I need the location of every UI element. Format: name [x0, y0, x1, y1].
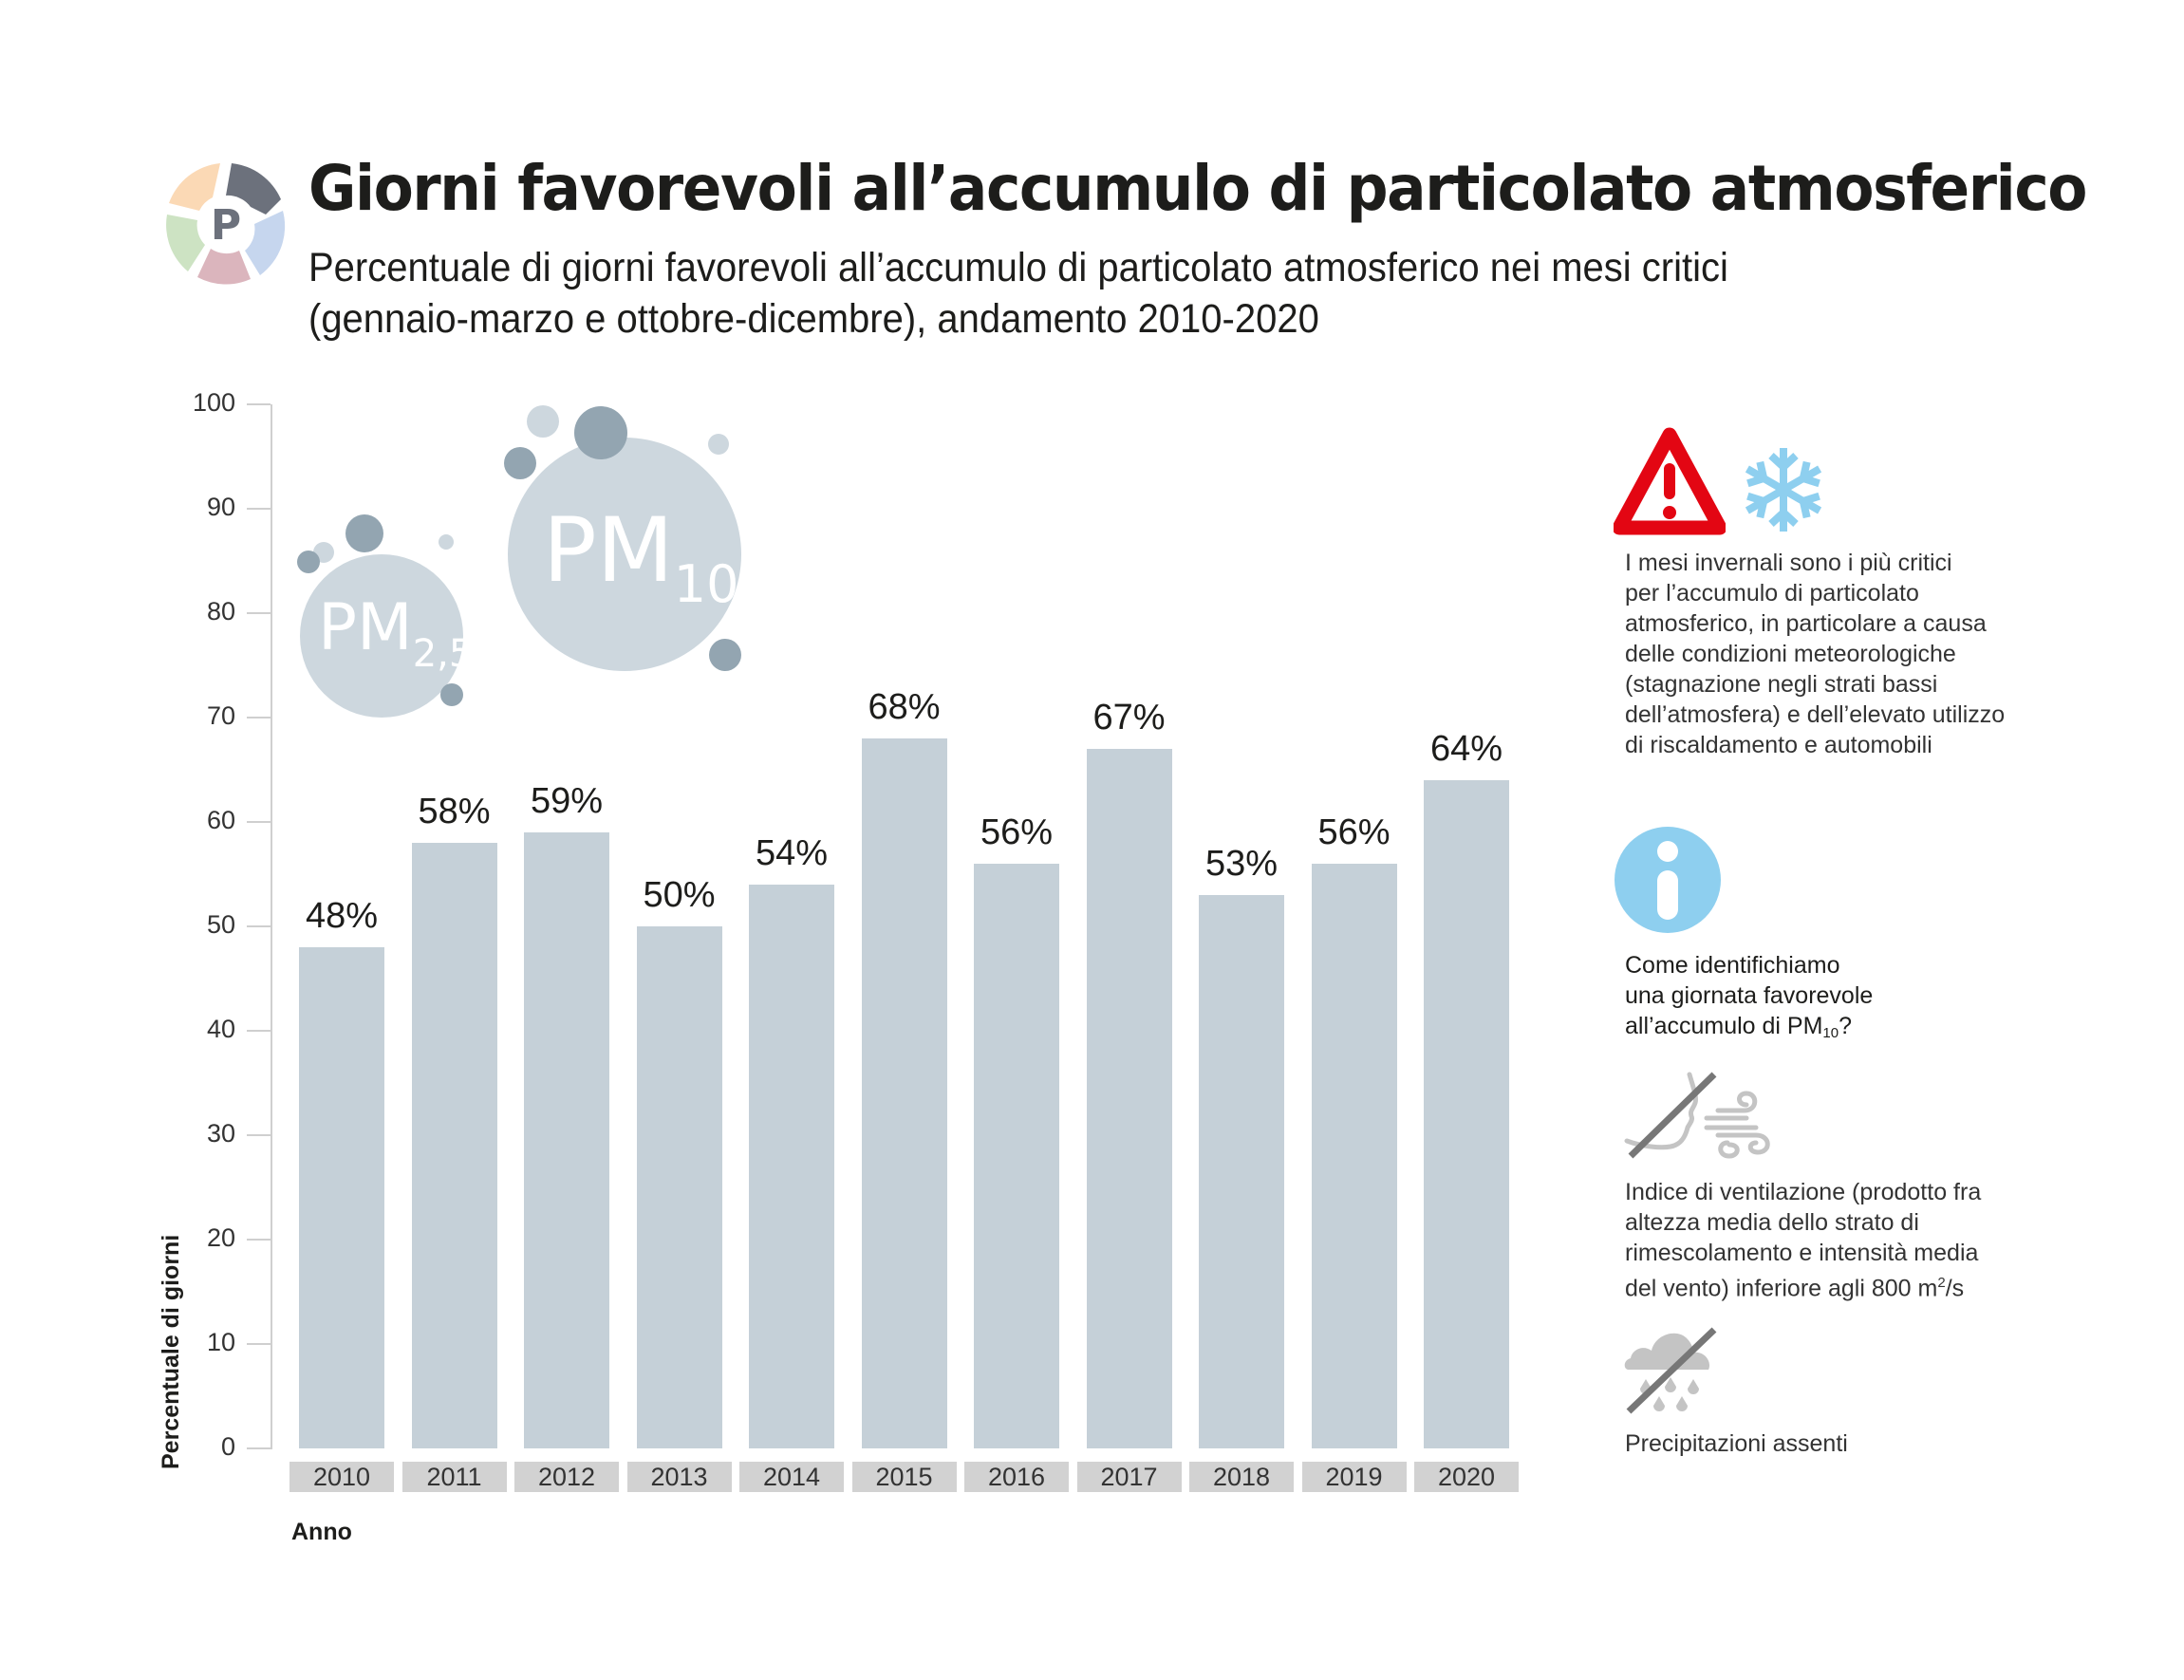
subtitle-line-2: (gennaio-marzo e ottobre-dicembre), anda…: [308, 296, 1319, 342]
bar-value-label: 68%: [868, 687, 941, 727]
x-tick-label: 2011: [401, 1462, 507, 1492]
info-icon: [1615, 827, 1721, 933]
pm25-label: PM2,5: [318, 590, 474, 676]
bar-2011: [411, 843, 497, 1448]
y-tick-label: 80: [206, 597, 235, 625]
page-subtitle: Percentuale di giorni favorevoli all’acc…: [308, 242, 1728, 345]
svg-text:P: P: [211, 201, 241, 250]
critical-months-text: I mesi invernali sono i più critici per l…: [1625, 550, 2006, 758]
warning-icon: [1612, 427, 1727, 539]
bar-value-label: 50%: [643, 875, 716, 915]
x-tick-label: 2018: [1189, 1462, 1294, 1492]
bar-2016: [974, 864, 1059, 1448]
bar-chart: 0 10 20 30 40 50 60 70 80 90 100 48% 2010 58% 2011 59% 2…: [192, 388, 1519, 1492]
bar-2012: [524, 832, 609, 1448]
bar-2015: [861, 738, 947, 1448]
y-tick-label: 30: [206, 1119, 235, 1148]
y-tick-label: 20: [206, 1223, 235, 1252]
x-tick-label: 2015: [851, 1462, 957, 1492]
bar-value-label: 67%: [1092, 698, 1166, 737]
x-tick-label: 2012: [514, 1462, 619, 1492]
bar-value-label: 56%: [980, 812, 1054, 852]
y-tick-mark: [247, 1030, 271, 1032]
bar-2010: [299, 947, 384, 1448]
y-tick-mark: [247, 1447, 271, 1449]
bar-value-label: 58%: [418, 792, 491, 831]
logo: P: [161, 159, 290, 289]
pm-bubbles-decoration: PM2,5 PM10: [285, 399, 778, 721]
precipitation-text: Precipitazioni assenti: [1625, 1430, 1848, 1457]
subtitle-line-1: Percentuale di giorni favorevoli all’acc…: [308, 245, 1728, 290]
y-tick-mark: [247, 1239, 271, 1241]
bar-2020: [1424, 780, 1509, 1448]
y-tick-label: 100: [192, 388, 235, 417]
y-tick-label: 70: [206, 701, 235, 730]
y-tick-mark: [247, 612, 271, 614]
y-tick-mark: [247, 1134, 271, 1136]
y-tick-mark: [247, 821, 271, 823]
y-tick-mark: [247, 403, 271, 405]
bar-2014: [749, 885, 834, 1448]
no-rain-icon: [1623, 1324, 1718, 1415]
x-tick-label: 2014: [739, 1462, 844, 1492]
y-tick-label: 60: [206, 806, 235, 834]
bar-2013: [636, 926, 722, 1448]
bar-2017: [1086, 749, 1172, 1448]
y-axis-label: Percentuale di giorni: [158, 1234, 184, 1469]
x-tick-label: 2017: [1076, 1462, 1182, 1492]
y-tick-label: 90: [206, 493, 235, 521]
y-axis-line: [271, 404, 272, 1449]
x-tick-label: 2013: [626, 1462, 732, 1492]
cycle-logo-icon: P: [166, 163, 286, 285]
bar-2018: [1199, 895, 1284, 1448]
x-tick-label: 2016: [964, 1462, 1069, 1492]
y-tick-mark: [247, 925, 271, 927]
x-tick-label: 2010: [289, 1462, 394, 1492]
y-tick-mark: [247, 508, 271, 510]
bar-value-label: 53%: [1204, 844, 1279, 884]
y-tick-mark: [247, 717, 271, 719]
page-title: Giorni favorevoli all’accumulo di partic…: [308, 152, 2087, 225]
bar-value-label: 54%: [755, 833, 829, 873]
ventilation-index-text: Indice di ventilazione (prodotto fra alte…: [1625, 1179, 1982, 1302]
x-tick-label: 2019: [1301, 1462, 1407, 1492]
x-tick-label: 2020: [1414, 1462, 1519, 1492]
y-tick-label: 50: [206, 910, 235, 939]
y-tick-label: 10: [206, 1328, 235, 1356]
y-tick-label: 0: [220, 1432, 235, 1461]
bar-value-label: 48%: [305, 896, 379, 936]
snowflake-icon: [1742, 446, 1825, 533]
definition-question: Come identifichiamo una giornata favorev…: [1625, 952, 1874, 1041]
bar-value-label: 56%: [1317, 812, 1391, 852]
y-tick-mark: [247, 1343, 271, 1345]
no-wind-icon: [1623, 1069, 1775, 1159]
x-axis-label: Anno: [291, 1519, 352, 1545]
particles-icon: [297, 405, 741, 718]
bar-value-label: 59%: [530, 781, 604, 821]
y-tick-label: 40: [206, 1015, 235, 1043]
bar-value-label: 64%: [1429, 729, 1503, 769]
pm10-label: PM10: [543, 499, 739, 614]
bar-2019: [1311, 864, 1397, 1448]
